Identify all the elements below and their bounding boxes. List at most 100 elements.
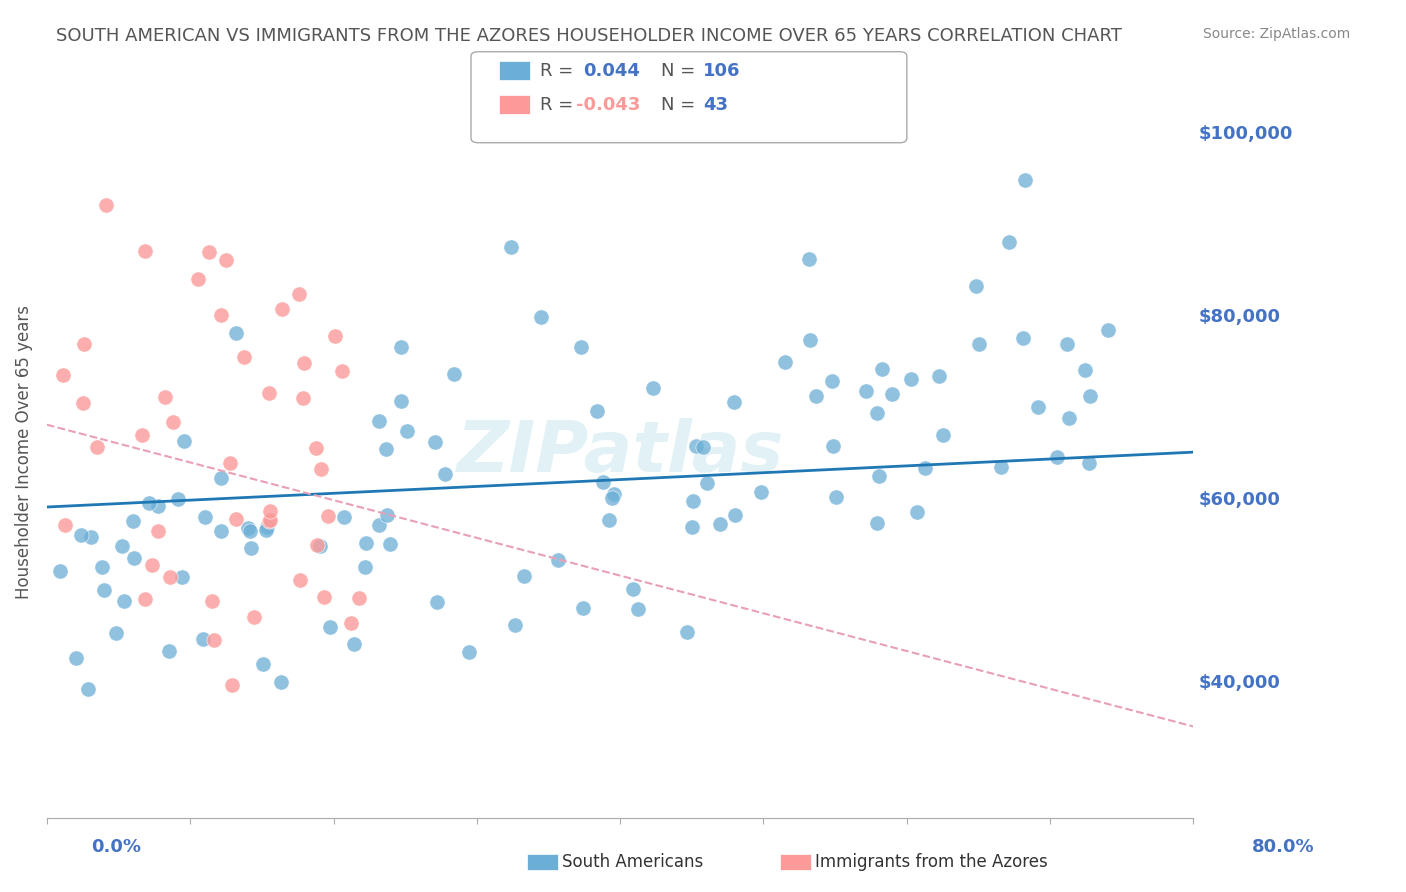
Text: N =: N =	[661, 96, 695, 114]
Point	[122, 550, 145, 565]
Point	[72, 396, 94, 410]
Point	[1097, 323, 1119, 337]
Point	[197, 244, 219, 259]
Point	[186, 272, 208, 286]
Point	[134, 592, 156, 607]
Point	[623, 582, 645, 597]
Point	[243, 610, 266, 624]
Point	[170, 570, 193, 584]
Point	[434, 467, 457, 481]
Point	[821, 439, 844, 453]
Point	[159, 570, 181, 584]
Point	[305, 538, 328, 552]
Point	[773, 355, 796, 369]
Point	[586, 404, 609, 418]
Point	[340, 616, 363, 631]
Point	[221, 678, 243, 692]
Point	[141, 558, 163, 573]
Point	[682, 494, 704, 508]
Point	[225, 326, 247, 340]
Point	[928, 369, 950, 384]
Point	[375, 508, 398, 522]
Point	[288, 573, 311, 587]
Point	[257, 386, 280, 401]
Point	[157, 644, 180, 658]
Point	[86, 441, 108, 455]
Point	[225, 512, 247, 526]
Point	[592, 475, 614, 490]
Point	[530, 310, 553, 324]
Point	[232, 350, 254, 364]
Point	[162, 415, 184, 429]
Point	[367, 518, 389, 533]
Point	[309, 462, 332, 476]
Point	[288, 287, 311, 301]
Text: 80.0%: 80.0%	[1251, 838, 1315, 855]
Point	[1046, 450, 1069, 465]
Point	[799, 333, 821, 347]
Point	[389, 340, 412, 354]
Point	[332, 509, 354, 524]
Point	[93, 582, 115, 597]
Point	[191, 632, 214, 646]
Point	[218, 456, 240, 470]
Point	[990, 460, 1012, 475]
Point	[209, 308, 232, 322]
Point	[458, 645, 481, 659]
Y-axis label: Householder Income Over 65 years: Householder Income Over 65 years	[15, 305, 32, 599]
Text: South Americans: South Americans	[562, 853, 703, 871]
Point	[1012, 331, 1035, 345]
Text: R =: R =	[540, 96, 574, 114]
Point	[134, 244, 156, 259]
Point	[201, 594, 224, 608]
Point	[252, 657, 274, 672]
Point	[49, 564, 72, 578]
Point	[443, 367, 465, 381]
Point	[316, 508, 339, 523]
Text: 0.044: 0.044	[583, 62, 640, 80]
Point	[675, 625, 697, 640]
Point	[368, 414, 391, 428]
Text: Source: ZipAtlas.com: Source: ZipAtlas.com	[1202, 27, 1350, 41]
Point	[209, 470, 232, 484]
Point	[148, 500, 170, 514]
Point	[1056, 336, 1078, 351]
Point	[332, 364, 354, 378]
Point	[882, 387, 904, 401]
Point	[513, 569, 536, 583]
Point	[1014, 173, 1036, 187]
Point	[73, 336, 96, 351]
Point	[238, 521, 260, 535]
Point	[1057, 411, 1080, 425]
Point	[868, 468, 890, 483]
Point	[105, 626, 128, 640]
Point	[76, 681, 98, 696]
Point	[1074, 363, 1097, 377]
Text: R =: R =	[540, 62, 574, 80]
Point	[112, 593, 135, 607]
Point	[855, 384, 877, 398]
Point	[696, 476, 718, 491]
Point	[202, 632, 225, 647]
Point	[503, 617, 526, 632]
Text: 43: 43	[703, 96, 728, 114]
Point	[870, 362, 893, 376]
Point	[240, 541, 263, 555]
Point	[325, 329, 347, 343]
Point	[866, 406, 889, 420]
Point	[259, 513, 281, 527]
Point	[824, 490, 846, 504]
Point	[343, 637, 366, 651]
Point	[692, 441, 714, 455]
Point	[138, 496, 160, 510]
Point	[257, 514, 280, 528]
Point	[254, 523, 277, 537]
Point	[111, 539, 134, 553]
Point	[354, 536, 377, 550]
Text: -0.043: -0.043	[576, 96, 641, 114]
Point	[70, 528, 93, 542]
Point	[932, 428, 955, 442]
Point	[314, 590, 336, 604]
Point	[569, 340, 592, 354]
Point	[685, 439, 707, 453]
